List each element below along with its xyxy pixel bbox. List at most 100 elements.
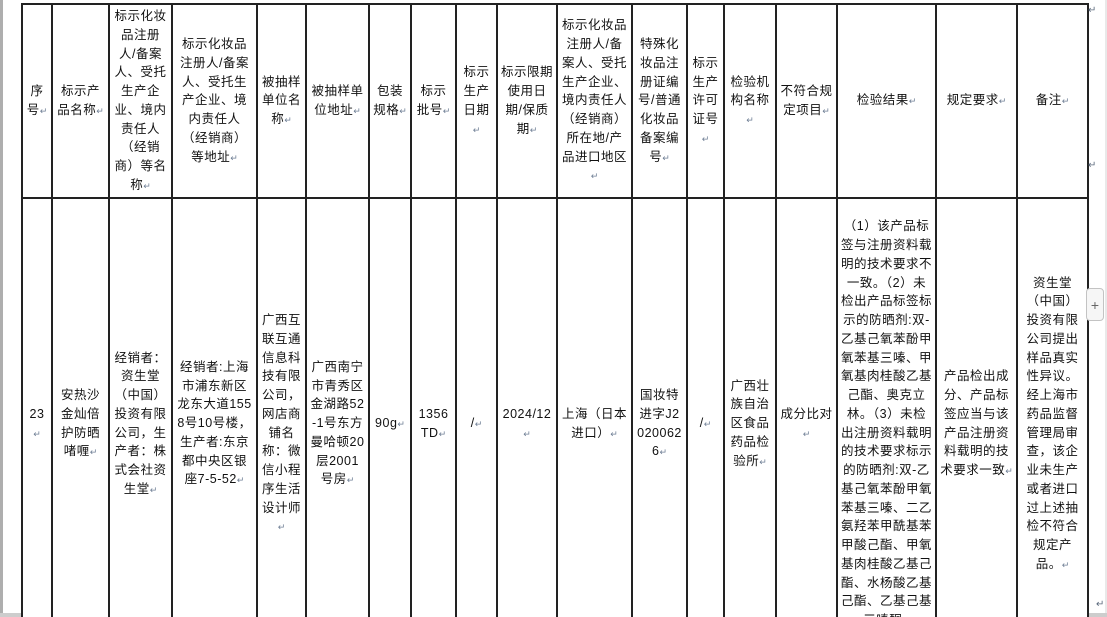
col-header-inspection-agency[interactable]: 检验机构名称 ↵ xyxy=(723,3,777,199)
col-header-product-name[interactable]: 标示产品名称↵ xyxy=(51,3,110,199)
paragraph-mark-icon: ↵ xyxy=(822,105,830,116)
cell-value: 经销者：资生堂（中国）投资有限公司，生产者：株式会社资生堂 xyxy=(114,350,167,496)
cell-value: 成分比对 xyxy=(780,406,833,421)
cell-sampled-unit-address[interactable]: 广西南宁市青秀区金湖路52-1号东方曼哈顿20层2001号房↵ xyxy=(305,196,370,617)
col-header-registrant-name[interactable]: 标示化妆品注册人/备案人、受托生产企业、境内责任人（经销商）等名称↵ xyxy=(108,3,173,199)
paragraph-mark-icon: ↵ xyxy=(590,171,599,182)
cell-batch-no[interactable]: 1356TD↵ xyxy=(410,196,457,617)
cell-value: 90g xyxy=(375,416,398,431)
cell-value: 1356TD xyxy=(418,406,449,440)
col-header-package-spec[interactable]: 包装规格↵ xyxy=(368,3,412,199)
col-header-expiry-date[interactable]: 标示限期使用日期/保质期↵ xyxy=(496,3,558,199)
col-header-production-date[interactable]: 标示生产日期 ↵ xyxy=(455,3,498,199)
paragraph-mark-icon: ↵ xyxy=(353,105,361,116)
paragraph-mark-icon: ↵ xyxy=(1061,96,1070,107)
paragraph-mark-icon: ↵ xyxy=(1005,466,1013,476)
col-header-origin-region[interactable]: 标示化妆品注册人/备案人、受托生产企业、境内责任人（经销商）所在地/产品进口地区… xyxy=(556,3,633,199)
cell-inspection-result[interactable]: （1）该产品标签与注册资料载明的技术要求不一致。（2）未检出产品标签标示的防晒剂… xyxy=(836,196,937,617)
paragraph-mark-icon: ↵ xyxy=(908,96,917,107)
paragraph-mark-icon: ↵ xyxy=(1088,160,1097,171)
expand-button[interactable]: + xyxy=(1086,288,1104,321)
cell-requirement[interactable]: 产品检出成分、产品标签应当与该产品注册资料载明的技术要求一致↵ xyxy=(935,196,1018,617)
paragraph-mark-icon: ↵ xyxy=(284,115,292,126)
window-right-edge xyxy=(1105,0,1107,617)
paragraph-mark-icon: ↵ xyxy=(1096,599,1105,610)
header-label: 标示化妆品注册人/备案人、受托生产企业、境内责任人（经销商）等地址 xyxy=(180,37,249,164)
cell-registration-no[interactable]: 国妆特进字J20200626↵ xyxy=(631,196,688,617)
header-label: 不符合规定项目 xyxy=(780,84,833,117)
cell-nonconforming-item[interactable]: 成分比对 ↵ xyxy=(775,196,838,617)
col-header-nonconforming-item[interactable]: 不符合规定项目↵ xyxy=(775,3,838,199)
paragraph-mark-icon: ↵ xyxy=(346,475,355,486)
paragraph-mark-icon: ↵ xyxy=(759,456,767,467)
paragraph-mark-icon: ↵ xyxy=(802,428,811,439)
header-row: 序号↵ 标示产品名称↵ 标示化妆品注册人/备案人、受托生产企业、境内责任人（经销… xyxy=(21,3,1089,199)
col-header-registrant-address[interactable]: 标示化妆品注册人/备案人、受托生产企业、境内责任人（经销商）等地址↵ xyxy=(171,3,258,199)
cell-value: 广西南宁市青秀区金湖路52-1号东方曼哈顿20层2001号房 xyxy=(310,359,365,487)
col-header-sampled-unit-address[interactable]: 被抽样单位地址↵ xyxy=(305,3,370,199)
col-header-license-no[interactable]: 标示生产许可证号 ↵ xyxy=(686,3,725,199)
paragraph-mark-icon: ↵ xyxy=(1088,5,1097,16)
cell-value: 经销者:上海市浦东新区龙东大道1558号10号楼，生产者:东京都中央区银座7-5… xyxy=(177,359,252,487)
col-header-remark[interactable]: 备注↵ xyxy=(1016,3,1089,199)
cell-registrant-name[interactable]: 经销者：资生堂（中国）投资有限公司，生产者：株式会社资生堂↵ xyxy=(108,196,173,617)
cell-expiry-date[interactable]: 2024/12 ↵ xyxy=(496,196,558,617)
table-row: 23↵ 安热沙金灿倍护防晒啫喱↵ 经销者：资生堂（中国）投资有限公司，生产者：株… xyxy=(21,196,1089,617)
paragraph-mark-icon: ↵ xyxy=(277,522,286,533)
col-header-batch-no[interactable]: 标示批号↵ xyxy=(410,3,457,199)
header-label: 标示批号 xyxy=(416,84,447,117)
paragraph-mark-icon: ↵ xyxy=(474,419,483,430)
cell-value: （1）该产品标签与注册资料载明的技术要求不一致。（2）未检出产品标签标示的防晒剂… xyxy=(841,219,933,617)
cell-value: 安热沙金灿倍护防晒啫喱 xyxy=(60,388,100,459)
header-label: 包装规格 xyxy=(373,84,403,117)
paragraph-mark-icon: ↵ xyxy=(89,447,98,458)
window-left-edge xyxy=(0,0,3,617)
cell-inspection-agency[interactable]: 广西壮族自治区食品药品检验所↵ xyxy=(723,196,777,617)
col-header-seq[interactable]: 序号↵ xyxy=(21,3,53,199)
header-label: 被抽样单位名称 xyxy=(261,74,301,127)
cell-registrant-address[interactable]: 经销者:上海市浦东新区龙东大道1558号10号楼，生产者:东京都中央区银座7-5… xyxy=(171,196,258,617)
cell-value: / xyxy=(470,416,475,431)
paragraph-mark-icon: ↵ xyxy=(703,419,712,430)
cell-sampled-unit-name[interactable]: 广西互联互通信息科技有限公司，网店商铺名称：微信小程序生活设计师 ↵ xyxy=(256,196,307,617)
cell-value: 23 xyxy=(29,406,45,421)
cell-origin-region[interactable]: 上海（日本进口）↵ xyxy=(556,196,633,617)
paragraph-mark-icon: ↵ xyxy=(438,428,447,439)
header-label: 检验机构名称 xyxy=(730,74,770,108)
header-label: 标示生产许可证号 xyxy=(692,55,719,127)
col-header-inspection-result[interactable]: 检验结果↵ xyxy=(836,3,937,199)
cell-remark[interactable]: 资生堂（中国）投资有限公司提出样品真实性异议。经上海市药品监督管理局审查，该企业… xyxy=(1016,196,1089,617)
col-header-requirement[interactable]: 规定要求↵ xyxy=(935,3,1018,199)
header-label: 被抽样单位地址 xyxy=(311,84,364,117)
cell-value: 广西壮族自治区食品药品检验所 xyxy=(730,378,770,468)
paragraph-mark-icon: ↵ xyxy=(1061,559,1070,570)
paragraph-mark-icon: ↵ xyxy=(143,180,151,191)
paragraph-mark-icon: ↵ xyxy=(701,133,710,144)
cell-package-spec[interactable]: 90g↵ xyxy=(368,196,412,617)
header-label: 序号 xyxy=(26,84,44,117)
paragraph-mark-icon: ↵ xyxy=(96,105,104,116)
paragraph-mark-icon: ↵ xyxy=(442,105,451,116)
paragraph-mark-icon: ↵ xyxy=(39,105,48,116)
cell-license-no[interactable]: /↵ xyxy=(686,196,725,617)
paragraph-mark-icon: ↵ xyxy=(149,484,158,495)
paragraph-mark-icon: ↵ xyxy=(662,152,670,163)
cell-value: 产品检出成分、产品标签应当与该产品注册资料载明的技术要求一致 xyxy=(940,369,1009,477)
cell-value: 资生堂（中国）投资有限公司提出样品真实性异议。经上海市药品监督管理局审查，该企业… xyxy=(1026,275,1079,571)
paragraph-mark-icon: ↵ xyxy=(33,428,41,439)
header-label: 备注 xyxy=(1035,93,1062,108)
paragraph-mark-icon: ↵ xyxy=(746,115,754,126)
header-label: 标示化妆品注册人/备案人、受托生产企业、境内责任人（经销商）所在地/产品进口地区 xyxy=(561,18,627,164)
cell-value: 2024/12 xyxy=(502,406,552,421)
paragraph-mark-icon: ↵ xyxy=(659,447,667,458)
cell-seq[interactable]: 23 ↵ xyxy=(21,196,53,617)
cell-value: 广西互联互通信息科技有限公司，网店商铺名称：微信小程序生活设计师 xyxy=(261,313,301,515)
cell-production-date[interactable]: /↵ xyxy=(455,196,498,617)
paragraph-mark-icon: ↵ xyxy=(472,124,481,135)
cell-value: 国妆特进字J20200626 xyxy=(637,388,682,459)
inspection-results-table: 序号↵ 标示产品名称↵ 标示化妆品注册人/备案人、受托生产企业、境内责任人（经销… xyxy=(21,3,1089,617)
col-header-sampled-unit-name[interactable]: 被抽样单位名称↵ xyxy=(256,3,307,199)
paragraph-mark-icon: ↵ xyxy=(523,428,531,439)
col-header-registration-no[interactable]: 特殊化妆品注册证编号/普通化妆品备案编号↵ xyxy=(631,3,688,199)
cell-product-name[interactable]: 安热沙金灿倍护防晒啫喱↵ xyxy=(51,196,110,617)
